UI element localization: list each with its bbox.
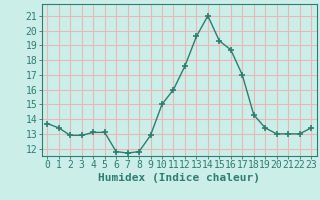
- X-axis label: Humidex (Indice chaleur): Humidex (Indice chaleur): [98, 173, 260, 183]
